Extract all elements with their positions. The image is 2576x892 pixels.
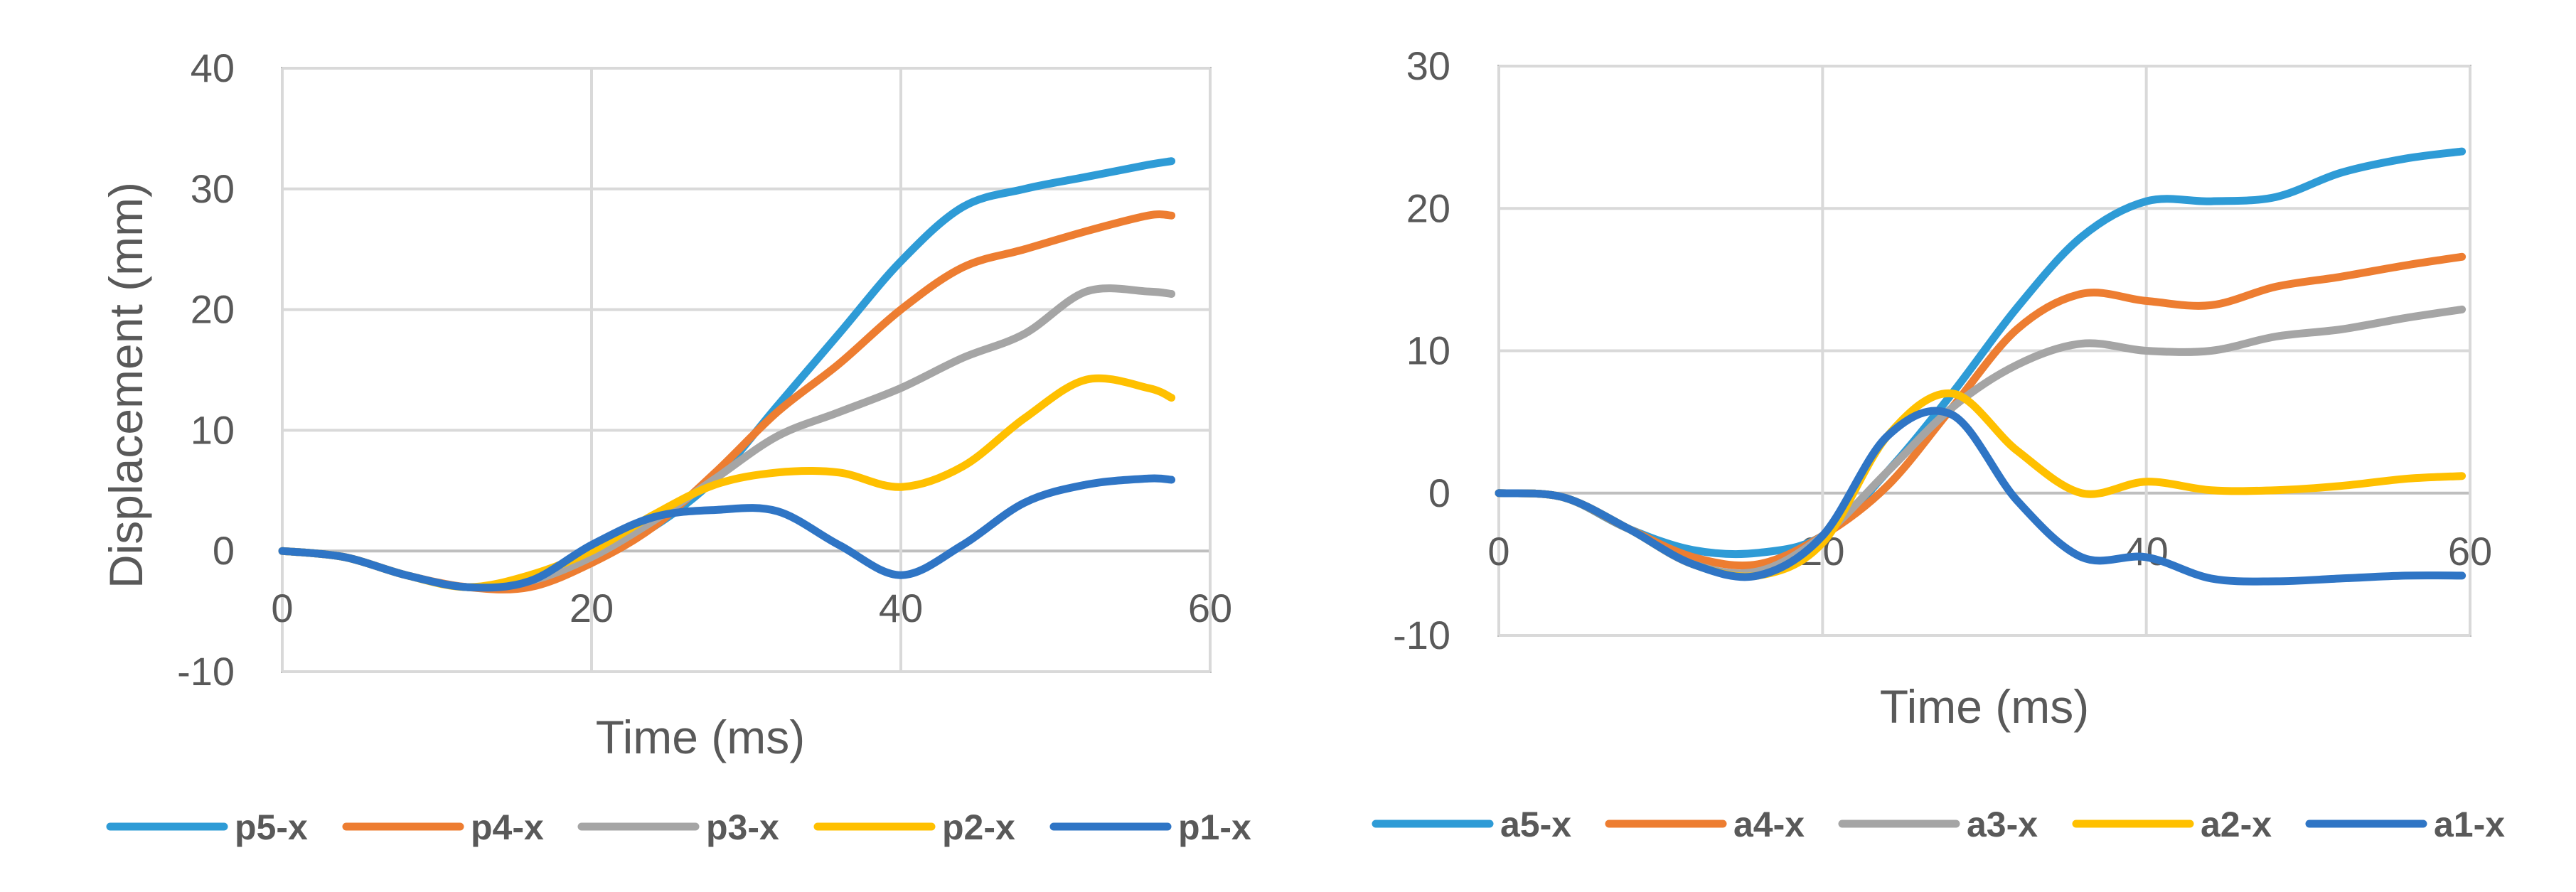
y-tick-label: 20 — [191, 287, 235, 332]
x-axis-title: Time (ms) — [596, 711, 806, 763]
series-line-a1-x — [1495, 407, 2467, 586]
x-tick-label: 60 — [1188, 586, 1232, 630]
series-line-p3-x — [278, 284, 1176, 591]
series-line-p2-x — [278, 374, 1176, 591]
legend-item: p2-x — [813, 807, 1015, 847]
x-tick-label: 40 — [2125, 529, 2169, 574]
legend-item: a1-x — [2305, 805, 2505, 844]
legend-item: a5-x — [1372, 805, 1571, 844]
legend-label-a4-x: a4-x — [1733, 805, 1805, 844]
legend-label-a1-x: a1-x — [2434, 805, 2505, 844]
y-tick-label: 0 — [213, 528, 235, 573]
legend-label-a3-x: a3-x — [1967, 805, 2038, 844]
legend: a5-x a4-x a3-x a2-x a1-x — [1372, 805, 2505, 844]
series-line-a2-x — [1495, 389, 2467, 581]
chart-1: -10 0 10 20 30 40 0 20 40 60 Time (ms) Displacement… — [100, 45, 1251, 847]
legend-label-p1-x: p1-x — [1178, 807, 1251, 847]
legend-label-p4-x: p4-x — [471, 807, 544, 847]
legend-label-a5-x: a5-x — [1500, 805, 1571, 844]
legend-label-p5-x: p5-x — [235, 807, 308, 847]
legend-item: p5-x — [106, 807, 308, 847]
legend-item: p1-x — [1049, 807, 1251, 847]
x-tick-label: 20 — [570, 586, 614, 630]
y-tick-label: 10 — [1406, 328, 1450, 373]
series-line-p1-x — [278, 474, 1176, 592]
y-tick-label: 10 — [191, 407, 235, 452]
y-axis-title: Displacement (mm) — [100, 182, 152, 589]
x-axis-title: Time (ms) — [1880, 680, 2090, 733]
legend-item: a4-x — [1605, 805, 1805, 844]
y-tick-label: 30 — [1406, 43, 1450, 88]
legend-label-p2-x: p2-x — [942, 807, 1015, 847]
y-tick-label: -10 — [177, 649, 235, 694]
x-tick-label: 40 — [879, 586, 923, 630]
y-tick-label: 40 — [191, 45, 235, 90]
legend-item: a3-x — [1838, 805, 2038, 844]
x-tick-label: 60 — [2448, 529, 2492, 574]
x-tick-label: 0 — [1487, 529, 1509, 574]
legend-label-a2-x: a2-x — [2201, 805, 2272, 844]
legend-label-p3-x: p3-x — [706, 807, 779, 847]
y-tick-label: -10 — [1393, 613, 1450, 657]
y-tick-label: 20 — [1406, 186, 1450, 230]
legend-item: p4-x — [342, 807, 544, 847]
x-tick-label: 0 — [271, 586, 293, 630]
legend-item: p3-x — [577, 807, 779, 847]
legend: p5-x p4-x p3-x p2-x p1-x — [106, 807, 1251, 847]
y-tick-label: 0 — [1428, 471, 1450, 515]
series-line-p5-x — [278, 157, 1176, 591]
series-line-p4-x — [278, 210, 1176, 593]
legend-item: a2-x — [2072, 805, 2272, 844]
y-tick-label: 30 — [191, 166, 235, 211]
